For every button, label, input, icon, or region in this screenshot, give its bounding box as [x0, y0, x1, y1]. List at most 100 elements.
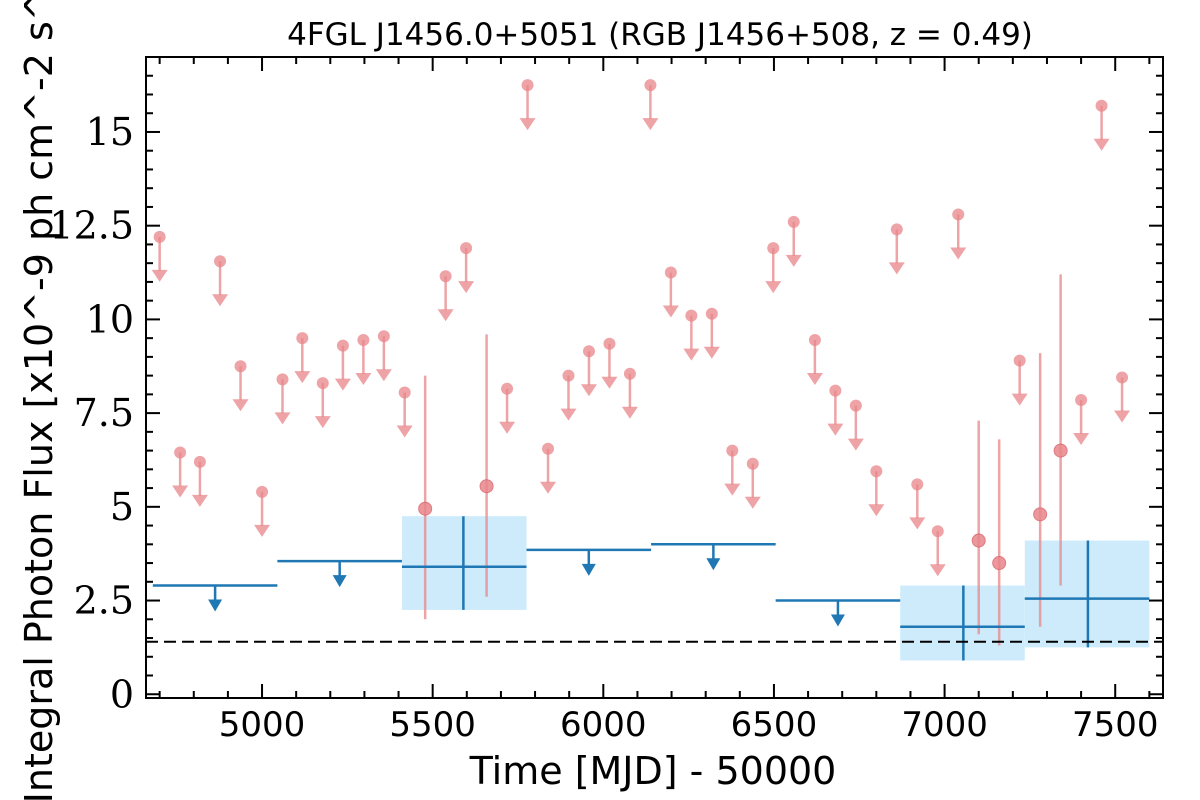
data-point [952, 208, 965, 221]
x-tick-label: 6000 [560, 705, 647, 745]
fine-light-curve [151, 79, 1131, 646]
data-point [193, 455, 206, 468]
upper-limit-arrow [765, 281, 782, 294]
upper-limit-arrow [375, 369, 392, 382]
upper-limit-arrow [950, 247, 967, 260]
upper-limit-arrow [888, 262, 905, 275]
coarse-light-curve [152, 516, 1150, 661]
data-point [644, 79, 657, 92]
y-tick-label: 0 [110, 672, 134, 716]
data-point [214, 255, 227, 268]
data-point [1116, 371, 1129, 384]
upper-limit-arrow [499, 421, 516, 434]
upper-limit-arrow [314, 416, 331, 429]
data-point [705, 307, 718, 320]
plot-frame [145, 56, 1164, 699]
upper-limit-arrow [212, 294, 229, 307]
data-point [234, 360, 247, 373]
data-point [971, 533, 986, 548]
x-tick-label: 5500 [389, 705, 476, 745]
upper-limit-arrow [909, 517, 926, 530]
plot-area [145, 56, 1164, 699]
upper-limit-arrow [332, 575, 347, 588]
upper-limit-arrow [662, 305, 679, 318]
data-point [460, 242, 473, 255]
data-point [685, 309, 698, 322]
upper-limit-arrow [581, 563, 596, 576]
title-text: 4FGL J1456.0+5051 (RGB J1456+508, z = 0.… [287, 17, 1033, 53]
data-point [501, 382, 514, 395]
upper-limit-arrow [724, 483, 741, 496]
upper-limit-arrow [191, 494, 208, 507]
upper-limit-arrow [580, 384, 597, 397]
data-point [1075, 393, 1088, 406]
upper-limit-arrow [519, 118, 536, 131]
data-point [542, 442, 555, 455]
upper-limit-arrow [683, 348, 700, 361]
data-point [890, 223, 903, 236]
y-axis-label: Integral Photon Flux [x10^-9 ph cm^-2 s^… [17, 0, 61, 800]
y-tick-label: 7.5 [74, 391, 134, 435]
upper-limit-arrow [334, 378, 351, 391]
upper-limit-arrow [806, 373, 823, 386]
data-point [296, 332, 309, 345]
upper-limit-arrow [642, 118, 659, 131]
upper-limit-arrow [172, 485, 189, 498]
upper-limit-arrow [254, 524, 271, 537]
y-tick-label: 5 [110, 485, 134, 529]
data-point [1033, 507, 1048, 522]
data-point [582, 345, 595, 358]
y-tick-label: 10 [86, 297, 134, 341]
upper-limit-arrow [1073, 432, 1090, 445]
data-point [316, 377, 329, 390]
upper-limit-arrow [560, 408, 577, 421]
x-axis-ticks: 5000 5500 6000 6500 7000 7500 [158, 57, 1158, 745]
data-point [787, 215, 800, 228]
upper-limit-arrow [830, 614, 845, 627]
x-tick-label: 7000 [901, 705, 988, 745]
data-point [562, 369, 575, 382]
data-point [1053, 443, 1068, 458]
y-tick-label: 15 [86, 110, 134, 154]
x-axis-label: Time [MJD] - 50000 [469, 749, 837, 793]
data-point [931, 525, 944, 538]
data-point [623, 367, 636, 380]
y-axis-ticks: 0 2.5 5 7.5 10 12.5 15 [49, 74, 1163, 716]
data-point [992, 556, 1007, 571]
upper-limit-arrow [151, 269, 168, 282]
data-point [870, 465, 883, 478]
upper-limit-arrow [355, 373, 372, 386]
data-point [767, 242, 780, 255]
upper-limit-arrow [868, 504, 885, 517]
upper-limit-arrow [1114, 410, 1131, 423]
upper-limit-arrow [274, 412, 291, 425]
upper-limit-arrow [458, 281, 475, 294]
data-point [256, 485, 269, 498]
data-point [398, 386, 411, 399]
data-point [603, 337, 616, 350]
data-point [726, 444, 739, 457]
data-point [521, 79, 534, 92]
upper-limit-arrow [785, 254, 802, 267]
data-point [357, 334, 370, 347]
x-tick-label: 6500 [731, 705, 818, 745]
y-tick-label: 2.5 [74, 579, 134, 623]
data-point [479, 479, 494, 494]
coarse-bin-bands [401, 516, 1150, 661]
upper-limit-arrow [601, 376, 618, 389]
upper-limit-arrow [208, 599, 223, 612]
upper-limit-arrow [621, 406, 638, 419]
upper-limit-arrow [540, 481, 557, 494]
upper-limit-arrow [294, 371, 311, 384]
data-point [377, 330, 390, 343]
data-point [336, 339, 349, 352]
upper-limit-arrow [396, 425, 413, 438]
data-point [418, 501, 433, 516]
data-point [1095, 99, 1108, 112]
upper-limit-arrow [706, 558, 721, 571]
data-point [911, 478, 924, 491]
upper-limit-arrow [744, 496, 761, 509]
upper-limit-arrow [847, 438, 864, 451]
upper-limit-arrow [929, 564, 946, 577]
